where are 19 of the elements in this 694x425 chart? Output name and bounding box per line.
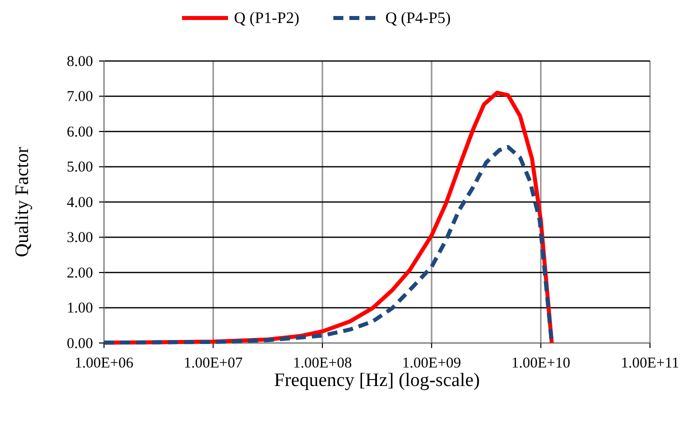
x-tick-label: 1.00E+11 (620, 356, 680, 372)
y-tick-label: 7.00 (66, 89, 93, 106)
legend-label: Q (P4-P5) (385, 10, 451, 27)
y-axis-title: Quality Factor (12, 146, 33, 258)
y-tick-label: 5.00 (66, 160, 93, 176)
x-tick-label: 1.00E+10 (511, 356, 570, 372)
x-tick-label: 1.00E+08 (292, 356, 352, 372)
y-tick-label: 2.00 (66, 265, 93, 282)
y-tick-label: 0.00 (66, 336, 93, 352)
y-tick-label: 6.00 (66, 124, 93, 140)
x-tick-label: 1.00E+06 (74, 356, 134, 372)
y-tick-label: 8.00 (66, 54, 93, 70)
legend-label: Q (P1-P2) (234, 10, 300, 27)
x-tick-label: 1.00E+09 (402, 356, 462, 372)
y-tick-label: 4.00 (66, 194, 93, 211)
y-tick-label: 3.00 (66, 230, 93, 246)
x-tick-label: 1.00E+07 (184, 356, 244, 372)
x-axis-title: Frequency [Hz] (log-scale) (274, 370, 480, 391)
y-tick-label: 1.00 (66, 300, 93, 317)
